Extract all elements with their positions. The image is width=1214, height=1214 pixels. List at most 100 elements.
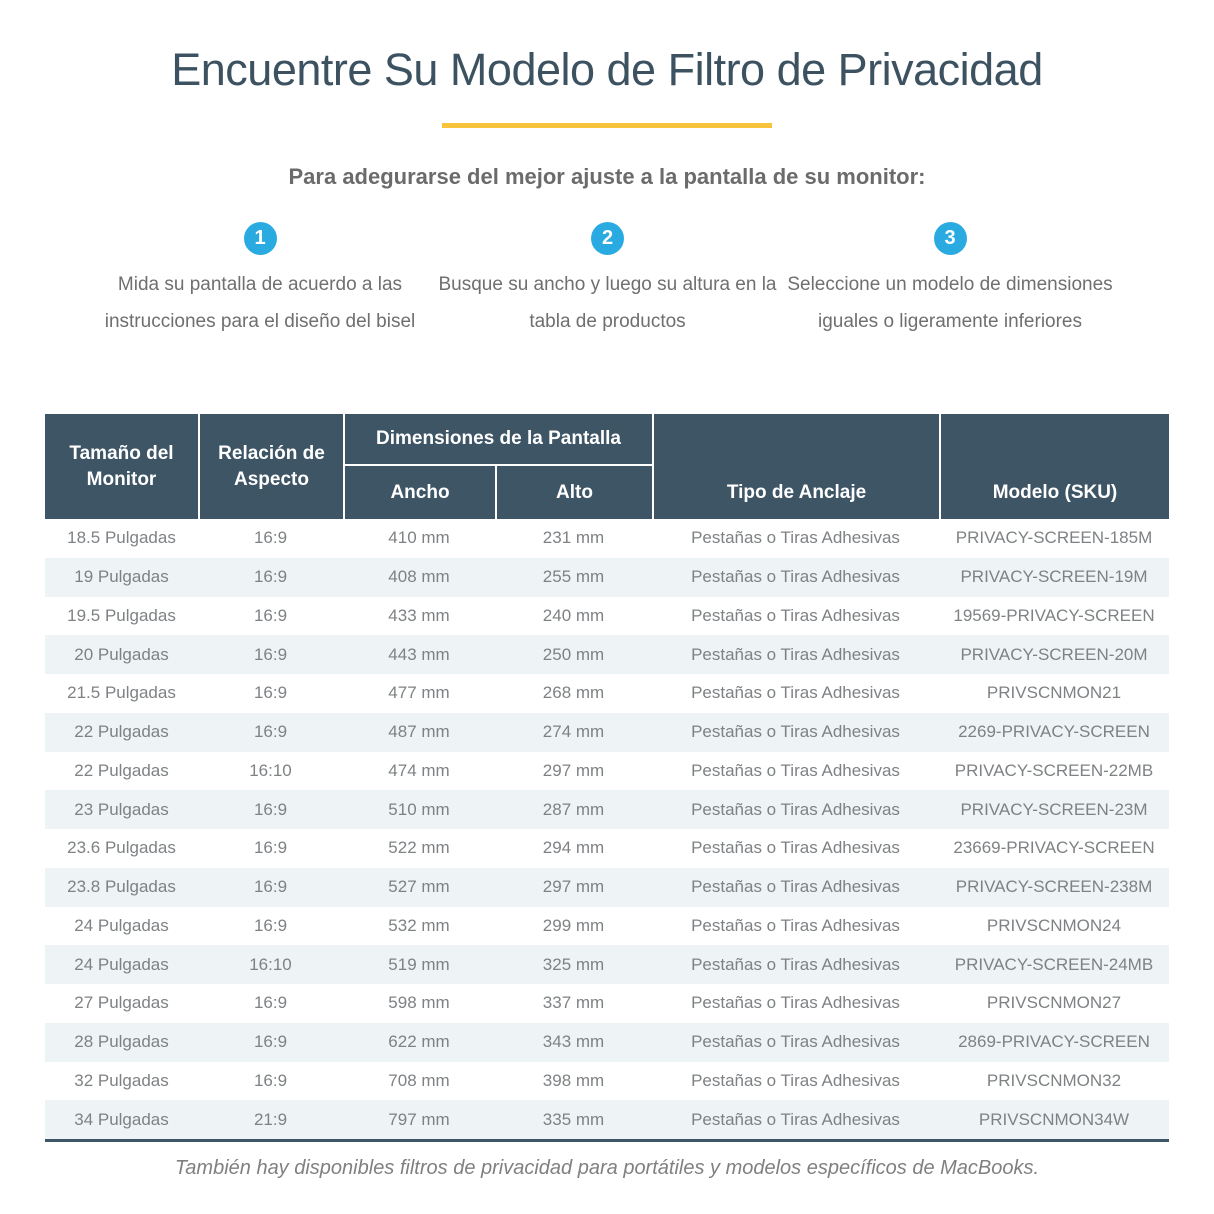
table-cell: 34 Pulgadas [74,1109,169,1129]
table-cell: Pestañas o Tiras Adhesivas [691,993,900,1013]
header-monitor-size: Tamaño del Monitor [69,442,174,490]
table-cell: 23.8 Pulgadas [67,877,176,897]
table-cell: PRIVSCNMON32 [986,1070,1122,1090]
table-cell: 287 mm [542,799,605,819]
table-cell: 19569-PRIVACY-SCREEN [953,605,1155,625]
header-mount-type: Tipo de Anclaje [652,414,939,519]
table-cell: 433 mm [388,605,450,625]
table-cell: Pestañas o Tiras Adhesivas [691,877,900,897]
table-cell: 343 mm [542,1032,605,1052]
table-cell: 2269-PRIVACY-SCREEN [958,722,1150,742]
table-cell: Pestañas o Tiras Adhesivas [691,1032,900,1052]
table-cell: 231 mm [542,528,605,548]
table-cell: 16:9 [253,877,288,897]
table-cell: 16:9 [253,1032,288,1052]
table-cell: 23 Pulgadas [74,799,169,819]
table-cell: 408 mm [388,567,450,587]
header-model-sku: Modelo (SKU) [939,414,1169,519]
table-cell: 2869-PRIVACY-SCREEN [958,1032,1150,1052]
table-row: 22 Pulgadas 16:9 487 mm 274 mm Pestañas o Ti… [45,712,1169,752]
table-cell: 522 mm [388,838,450,858]
privacy-filter-guide-page: Encuentre Su Modelo de Filtro de Privaci… [0,44,1214,1179]
table-cell: 268 mm [542,683,605,703]
table-row: 21.5 Pulgadas 16:9 477 mm 268 mm Pestañas o … [45,674,1169,713]
table-cell: Pestañas o Tiras Adhesivas [691,915,900,935]
table-cell: Pestañas o Tiras Adhesivas [691,1070,900,1090]
table-cell: 21:9 [253,1109,288,1129]
table-cell: 487 mm [388,722,450,742]
table-cell: 294 mm [542,838,605,858]
table-cell: 19.5 Pulgadas [67,605,176,625]
table-cell: 240 mm [542,605,605,625]
table-cell: 398 mm [542,1070,605,1090]
table-cell: 24 Pulgadas [74,915,169,935]
header-screen-dimensions: Dimensiones de la Pantalla [343,414,652,466]
table-cell: Pestañas o Tiras Adhesivas [691,760,900,780]
table-cell: 16:9 [253,567,288,587]
table-cell: Pestañas o Tiras Adhesivas [691,605,900,625]
table-cell: 22 Pulgadas [74,722,169,742]
header-aspect-ratio: Relación de Aspecto [198,414,343,519]
table-cell: 19 Pulgadas [74,567,169,587]
table-cell: 24 Pulgadas [74,954,169,974]
table-cell: PRIVACY-SCREEN-238M [955,877,1153,897]
table-cell: PRIVACY-SCREEN-19M [960,567,1148,587]
product-table: Tamaño del Monitor Relación de Aspecto D… [45,414,1169,1142]
step-1: 1 Mida su pantalla de acuerdo a las inst… [70,222,450,340]
table-row: 23.8 Pulgadas 16:9 527 mm 297 mm Pestañas o … [45,867,1169,907]
table-cell: 16:9 [253,1070,288,1090]
table-row: 23 Pulgadas 16:9 510 mm 287 mm Pestañas o Ti… [45,790,1169,829]
table-row: 24 Pulgadas 16:9 532 mm 299 mm Pestañas o Ti… [45,907,1169,946]
table-cell: PRIVACY-SCREEN-20M [960,644,1148,664]
table-row: 23.6 Pulgadas 16:9 522 mm 294 mm Pestañas o … [45,829,1169,868]
yellow-divider [442,123,772,128]
table-row: 28 Pulgadas 16:9 622 mm 343 mm Pestañas o Ti… [45,1022,1169,1062]
table-row: 22 Pulgadas 16:10 474 mm 297 mm Pestañas o T… [45,752,1169,791]
page-subtitle: Para adegurarse del mejor ajuste a la pa… [288,164,926,189]
table-cell: 274 mm [542,722,605,742]
table-cell: Pestañas o Tiras Adhesivas [691,683,900,703]
table-row: 19 Pulgadas 16:9 408 mm 255 mm Pestañas o Ti… [45,557,1169,597]
table-cell: 474 mm [388,760,450,780]
table-cell: 335 mm [542,1109,605,1129]
table-cell: 297 mm [542,760,605,780]
table-cell: 18.5 Pulgadas [67,528,176,548]
table-cell: PRIVACY-SCREEN-22MB [954,760,1154,780]
table-cell: 16:9 [253,528,288,548]
table-cell: 32 Pulgadas [74,1070,169,1090]
table-cell: 519 mm [388,954,450,974]
table-cell: 325 mm [542,954,605,974]
footer-note: También hay disponibles filtros de priva… [174,1157,1040,1179]
table-cell: 23.6 Pulgadas [67,838,176,858]
table-cell: 443 mm [388,644,450,664]
table-cell: PRIVSCNMON21 [986,683,1122,703]
table-cell: 16:10 [249,954,292,974]
table-row: 27 Pulgadas 16:9 598 mm 337 mm Pestañas o Ti… [45,984,1169,1023]
table-cell: 477 mm [388,683,450,703]
table-cell: 16:9 [253,644,288,664]
table-cell: 250 mm [542,644,605,664]
table-cell: 16:9 [253,838,288,858]
table-cell: 22 Pulgadas [74,760,169,780]
table-cell: PRIVSCNMON34W [978,1109,1130,1129]
table-cell: 16:9 [253,722,288,742]
table-cell: 16:9 [253,683,288,703]
table-cell: 23669-PRIVACY-SCREEN [953,838,1155,858]
table-cell: 16:9 [253,605,288,625]
step-3: 3 Seleccione un modelo de dimensiones ig… [770,222,1130,340]
step-1-text: Mida su pantalla de acuerdo a las instru… [104,274,416,332]
table-cell: PRIVSCNMON24 [986,915,1122,935]
steps-section: 1 Mida su pantalla de acuerdo a las inst… [0,222,1214,400]
table-body: 18.5 Pulgadas 16:9 410 mm 231 mm Pestañas o … [45,519,1169,1139]
table-header: Tamaño del Monitor Relación de Aspecto D… [45,414,1169,519]
table-cell: Pestañas o Tiras Adhesivas [691,644,900,664]
step-3-number-badge: 3 [933,222,967,255]
table-cell: PRIVACY-SCREEN-23M [960,799,1148,819]
table-cell: 708 mm [388,1070,450,1090]
table-cell: 337 mm [542,993,605,1013]
table-cell: 16:9 [253,993,288,1013]
header-height: Alto [495,466,652,519]
table-cell: 255 mm [542,567,605,587]
table-cell: 16:10 [249,760,292,780]
table-row: 19.5 Pulgadas 16:9 433 mm 240 mm Pestañas o … [45,597,1169,636]
